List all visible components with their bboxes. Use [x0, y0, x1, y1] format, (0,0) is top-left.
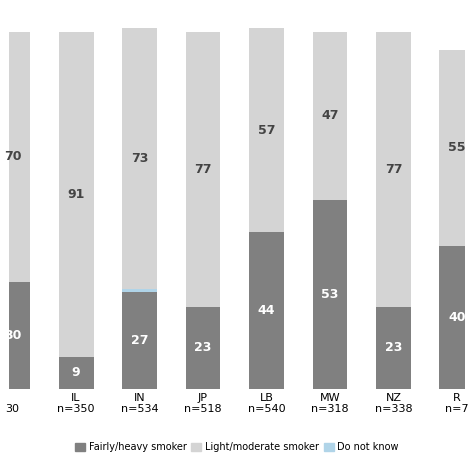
Text: 73: 73: [131, 152, 148, 165]
Bar: [312, 200, 347, 389]
Text: 77: 77: [385, 163, 402, 176]
Bar: [59, 32, 93, 356]
Bar: [376, 32, 411, 307]
Bar: [186, 32, 220, 307]
Text: 30: 30: [4, 328, 21, 342]
Text: 57: 57: [258, 124, 275, 137]
Text: 77: 77: [194, 163, 212, 176]
Text: 47: 47: [321, 109, 339, 122]
Text: 55: 55: [448, 141, 465, 155]
Legend: Fairly/heavy smoker, Light/moderate smoker, Do not know: Fairly/heavy smoker, Light/moderate smok…: [71, 438, 403, 456]
Bar: [439, 50, 474, 246]
Bar: [376, 307, 411, 389]
Text: 23: 23: [385, 341, 402, 354]
Bar: [439, 246, 474, 389]
Text: 27: 27: [131, 334, 148, 347]
Bar: [186, 307, 220, 389]
Bar: [122, 292, 157, 389]
Bar: [312, 32, 347, 200]
Bar: [0, 282, 30, 389]
Bar: [0, 32, 30, 282]
Text: 53: 53: [321, 288, 338, 301]
Text: 70: 70: [4, 150, 21, 164]
Bar: [122, 28, 157, 289]
Bar: [122, 289, 157, 292]
Bar: [249, 232, 284, 389]
Bar: [249, 28, 284, 232]
Bar: [59, 356, 93, 389]
Text: 40: 40: [448, 311, 465, 324]
Text: 91: 91: [67, 188, 85, 201]
Text: 44: 44: [258, 304, 275, 317]
Text: 23: 23: [194, 341, 212, 354]
Text: 9: 9: [72, 366, 81, 379]
